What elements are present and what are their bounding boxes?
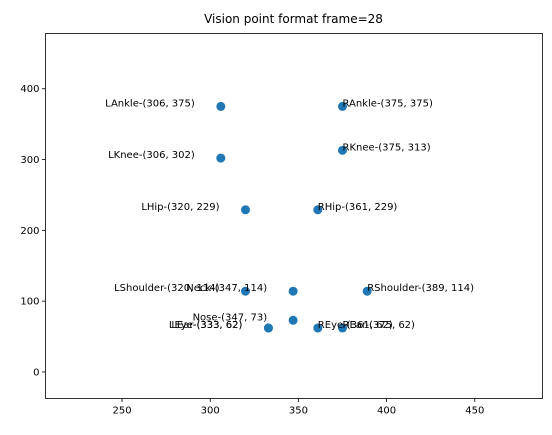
data-point	[338, 323, 348, 333]
point-labels: LAnkle-(306, 375) RAnkle-(375, 375) LKnee-…	[105, 98, 474, 331]
x-tick-label: 250	[112, 406, 131, 417]
point-label: LHip-(320, 229)	[141, 202, 219, 213]
data-point	[240, 286, 250, 296]
x-tick-label: 400	[377, 406, 396, 417]
data-point	[263, 323, 273, 333]
point-label: LEye-(333, 62)	[169, 320, 243, 331]
x-tick-label: 350	[289, 406, 308, 417]
point-label: RHip-(361, 229)	[318, 202, 398, 213]
point-label: REar-(375, 62)	[343, 320, 416, 331]
x-tick-label: 300	[201, 406, 220, 417]
data-points	[216, 101, 372, 333]
point-label: RKnee-(375, 313)	[343, 142, 431, 153]
point-label: RShoulder-(389, 114)	[367, 283, 474, 294]
data-point	[338, 145, 348, 155]
data-point	[338, 101, 348, 111]
x-axis: 250 300 350 400 450	[112, 398, 484, 417]
point-label: Nose-(347, 73)	[193, 312, 268, 323]
y-tick-label: 300	[20, 155, 39, 166]
data-point	[216, 101, 226, 111]
point-label: LAnkle-(306, 375)	[105, 98, 195, 109]
point-label: RAnkle-(375, 375)	[343, 98, 433, 109]
point-label: Neck-(347, 114)	[186, 283, 267, 294]
data-point	[216, 153, 226, 163]
y-tick-label: 400	[20, 84, 39, 95]
y-tick-label: 200	[20, 226, 39, 237]
data-point	[240, 205, 250, 215]
point-label: LEar-(333, 62)	[171, 320, 242, 331]
plot-area	[45, 33, 543, 399]
y-tick-label: 0	[33, 367, 39, 378]
x-tick-label: 450	[465, 406, 484, 417]
y-tick-label: 100	[20, 297, 39, 308]
point-label: LKnee-(306, 302)	[108, 150, 195, 161]
point-label: REye-(361, 62)	[318, 320, 393, 331]
data-point	[288, 286, 298, 296]
y-axis: 0 100 200 300 400	[20, 84, 46, 378]
data-point	[288, 315, 298, 325]
data-point	[362, 286, 372, 296]
data-point	[313, 205, 323, 215]
chart-title: Vision point format frame=28	[204, 12, 383, 26]
point-label: LShoulder-(320, 114)	[114, 283, 220, 294]
data-point	[313, 323, 323, 333]
